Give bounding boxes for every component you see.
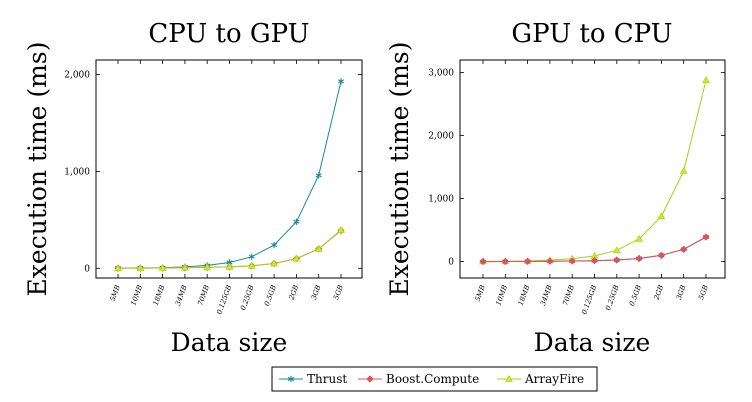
x-tick-label: 0.125GB <box>580 284 598 316</box>
x-tick-label: 5GB <box>697 284 710 301</box>
legend-item-boost-compute: Boost.Compute <box>358 372 479 386</box>
y-tick-label: 0 <box>84 264 90 274</box>
data-point-boost-compute <box>680 245 688 253</box>
data-point-arrayfire <box>203 263 212 271</box>
data-point-arrayfire <box>136 264 145 271</box>
x-tick-label: 70MB <box>196 284 211 307</box>
y-tick-label: 2,000 <box>428 132 454 142</box>
data-point-arrayfire <box>225 262 234 270</box>
x-tick-label: 0.5GB <box>263 284 278 307</box>
data-point-boost-compute <box>501 257 509 266</box>
data-point-boost-compute <box>657 251 666 259</box>
data-point-arrayfire <box>337 226 345 233</box>
data-point-arrayfire <box>679 166 688 174</box>
series-arrayfire <box>114 226 345 272</box>
data-point-arrayfire <box>180 263 189 271</box>
x-tick-label: 10MB <box>494 284 509 307</box>
series-arrayfire <box>479 76 710 265</box>
data-point-arrayfire <box>612 246 621 254</box>
series-line-arrayfire <box>482 80 707 262</box>
y-tick-label: 3,000 <box>428 69 454 79</box>
series-thrust <box>114 78 345 272</box>
x-tick-label: 5GB <box>332 284 345 301</box>
x-tick-label: 2GB <box>652 284 665 302</box>
data-point-thrust <box>337 78 345 85</box>
y-tick-label: 2,000 <box>64 71 90 81</box>
x-tick-label: 0.25GB <box>604 284 621 311</box>
data-point-arrayfire <box>657 212 666 220</box>
legend-box <box>271 366 598 392</box>
data-point-thrust <box>293 218 300 226</box>
plot-area <box>95 59 363 279</box>
data-point-thrust <box>315 172 322 179</box>
data-point-thrust <box>248 253 255 260</box>
legend-marker <box>287 375 295 383</box>
x-tick-label: 3GB <box>310 284 323 301</box>
data-point-boost-compute <box>568 257 576 265</box>
data-point-arrayfire <box>158 264 167 271</box>
data-point-boost-compute <box>613 256 621 264</box>
y-tick-label: 1,000 <box>64 167 90 177</box>
x-tick-label: 34MB <box>539 284 554 307</box>
data-point-arrayfire <box>635 234 644 242</box>
x-tick-label: 18MB <box>517 284 532 307</box>
data-point-boost-compute <box>523 257 532 266</box>
legend-marker <box>366 375 374 383</box>
series-boost-compute <box>479 233 710 266</box>
x-tick-label: 18MB <box>152 284 167 307</box>
y-tick-label: 0 <box>448 258 454 268</box>
x-tick-label: 5MB <box>474 284 487 302</box>
data-point-arrayfire <box>292 254 301 262</box>
chart-cpu-to-gpu: CPU to GPU Data size Execution time (ms)… <box>23 19 363 357</box>
data-point-boost-compute <box>635 254 643 263</box>
y-tick-label: 1,000 <box>428 195 454 205</box>
data-point-arrayfire <box>314 244 323 252</box>
data-point-boost-compute <box>590 257 599 265</box>
x-axis-label: Data size <box>534 328 651 357</box>
legend-label: Boost.Compute <box>386 372 479 386</box>
x-tick-label: 0.25GB <box>239 284 256 311</box>
legend: Thrust Boost.Compute ArrayFire <box>271 366 598 392</box>
data-point-arrayfire <box>270 259 279 267</box>
y-axis-label: Execution time (ms) <box>23 42 52 297</box>
plot-area <box>459 59 726 279</box>
legend-label: ArrayFire <box>524 372 584 386</box>
x-tick-label: 0.125GB <box>215 284 233 316</box>
data-point-arrayfire <box>114 264 122 272</box>
x-tick-label: 0.5GB <box>628 284 643 307</box>
x-tick-label: 34MB <box>174 284 189 307</box>
data-point-arrayfire <box>247 261 256 269</box>
data-point-boost-compute <box>702 233 710 241</box>
x-tick-label: 10MB <box>129 284 144 307</box>
legend-marker <box>505 374 513 382</box>
chart-title: GPU to CPU <box>511 19 672 49</box>
series-line-thrust <box>117 81 342 269</box>
data-point-arrayfire <box>702 76 710 84</box>
x-tick-label: 70MB <box>561 284 576 307</box>
data-point-boost-compute <box>479 257 487 266</box>
data-point-thrust <box>271 241 278 249</box>
data-point-boost-compute <box>546 257 554 265</box>
x-axis-label: Data size <box>171 328 288 357</box>
y-axis-label: Execution time (ms) <box>385 42 414 297</box>
x-tick-label: 5MB <box>109 284 122 302</box>
chart-gpu-to-cpu: GPU to CPU Data size Execution time (ms)… <box>385 19 726 357</box>
legend-item-arrayfire: ArrayFire <box>497 372 584 386</box>
x-tick-label: 3GB <box>675 284 688 301</box>
x-tick-label: 2GB <box>287 284 300 302</box>
chart-title: CPU to GPU <box>148 19 309 49</box>
legend-label: Thrust <box>307 372 347 386</box>
legend-item-thrust: Thrust <box>279 372 347 386</box>
